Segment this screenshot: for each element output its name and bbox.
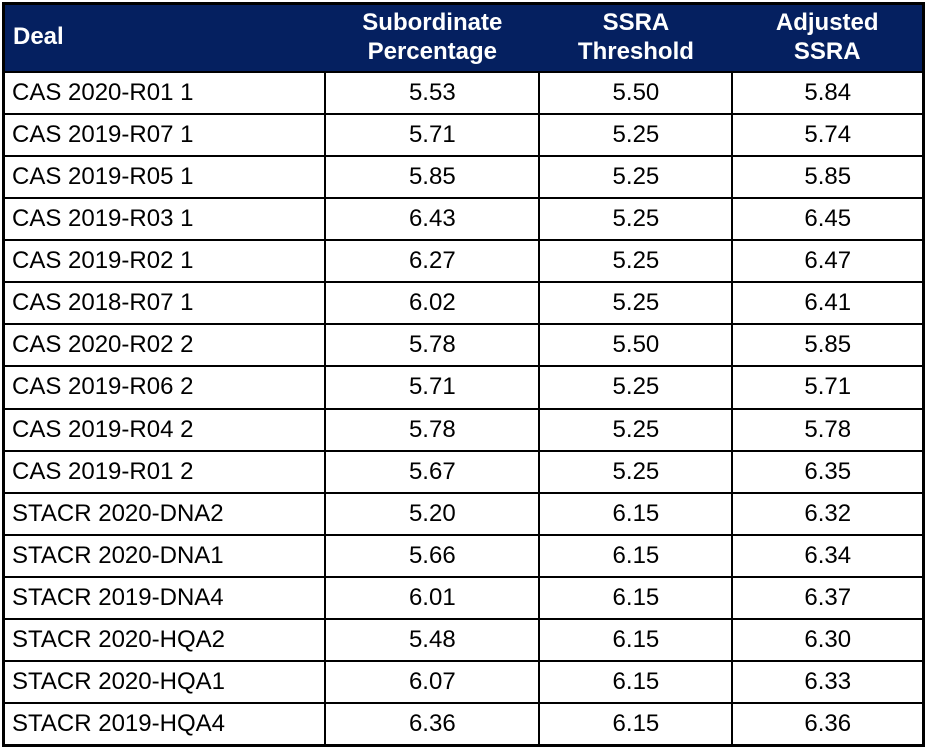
deal-name-cell: CAS 2018-R07 1	[2, 281, 327, 326]
deal-name-cell: STACR 2020-HQA1	[2, 660, 327, 705]
value-cell: 6.07	[324, 660, 541, 705]
value-cell: 6.41	[731, 281, 925, 326]
table-row: CAS 2019-R01 2 5.67 5.25 6.35	[2, 449, 925, 494]
value-cell: 6.27	[324, 238, 541, 284]
value-cell: 5.20	[324, 491, 541, 536]
column-header-deal: Deal	[3, 3, 326, 72]
value-cell: 5.71	[324, 365, 541, 410]
value-cell: 5.25	[538, 154, 734, 199]
table-row: STACR 2020-DNA2 5.20 6.15 6.32	[2, 491, 925, 536]
value-cell: 6.15	[538, 491, 734, 536]
value-cell: 5.85	[324, 154, 541, 199]
table-header: Deal Subordinate Percentage SSRA Thresho…	[3, 3, 924, 72]
table-row: STACR 2019-DNA4 6.01 6.15 6.37	[2, 575, 925, 621]
value-cell: 6.33	[731, 660, 925, 705]
value-cell: 6.36	[731, 702, 925, 747]
value-cell: 6.15	[538, 702, 734, 747]
value-cell: 5.67	[324, 449, 541, 494]
deal-name-cell: CAS 2019-R06 2	[2, 365, 327, 410]
deal-name-cell: CAS 2019-R01 2	[2, 449, 327, 494]
table-row: CAS 2019-R03 1 6.43 5.25 6.45	[2, 196, 925, 242]
value-cell: 5.25	[538, 407, 734, 452]
table-row: CAS 2019-R07 1 5.71 5.25 5.74	[2, 112, 925, 157]
value-cell: 5.25	[538, 238, 734, 284]
value-cell: 5.66	[324, 533, 541, 579]
value-cell: 5.71	[731, 365, 925, 410]
table-row: STACR 2020-DNA1 5.66 6.15 6.34	[2, 533, 925, 579]
value-cell: 5.48	[324, 618, 541, 663]
deal-name-cell: CAS 2019-R07 1	[2, 112, 327, 157]
value-cell: 6.37	[731, 575, 925, 621]
header-row: Deal Subordinate Percentage SSRA Thresho…	[3, 3, 924, 72]
value-cell: 6.30	[731, 618, 925, 663]
value-cell: 5.25	[538, 365, 734, 410]
table-row: STACR 2020-HQA2 5.48 6.15 6.30	[2, 618, 925, 663]
value-cell: 6.45	[731, 196, 925, 242]
value-cell: 6.32	[731, 491, 925, 536]
value-cell: 5.85	[731, 154, 925, 199]
table-row: CAS 2019-R04 2 5.78 5.25 5.78	[2, 407, 925, 452]
column-header-adjusted-ssra: Adjusted SSRA	[732, 3, 924, 72]
value-cell: 5.78	[731, 407, 925, 452]
deal-name-cell: STACR 2020-DNA2	[2, 491, 327, 536]
column-header-ssra-threshold: SSRA Threshold	[539, 3, 733, 72]
table-row: STACR 2019-HQA4 6.36 6.15 6.36	[2, 702, 925, 747]
value-cell: 5.53	[324, 70, 541, 115]
value-cell: 6.47	[731, 238, 925, 284]
value-cell: 6.34	[731, 533, 925, 579]
table-body: CAS 2020-R01 1 5.53 5.50 5.84 CAS 2019-R07 1…	[2, 70, 925, 747]
value-cell: 5.71	[324, 112, 541, 157]
value-cell: 6.15	[538, 660, 734, 705]
value-cell: 6.43	[324, 196, 541, 242]
value-cell: 5.85	[731, 323, 925, 368]
value-cell: 6.35	[731, 449, 925, 494]
value-cell: 5.25	[538, 449, 734, 494]
deal-name-cell: CAS 2020-R01 1	[2, 70, 327, 115]
value-cell: 5.84	[731, 70, 925, 115]
value-cell: 6.36	[324, 702, 541, 747]
table-row: CAS 2020-R01 1 5.53 5.50 5.84	[2, 70, 925, 115]
value-cell: 6.02	[324, 281, 541, 326]
table-row: CAS 2018-R07 1 6.02 5.25 6.41	[2, 281, 925, 326]
table-row: CAS 2019-R06 2 5.71 5.25 5.71	[2, 365, 925, 410]
value-cell: 5.25	[538, 281, 734, 326]
deal-name-cell: STACR 2019-HQA4	[2, 702, 327, 747]
value-cell: 5.74	[731, 112, 925, 157]
table-row: CAS 2019-R05 1 5.85 5.25 5.85	[2, 154, 925, 199]
value-cell: 5.25	[538, 112, 734, 157]
value-cell: 5.78	[324, 323, 541, 368]
value-cell: 6.01	[324, 575, 541, 621]
deal-name-cell: CAS 2020-R02 2	[2, 323, 327, 368]
deal-name-cell: STACR 2020-DNA1	[2, 533, 327, 579]
deal-name-cell: CAS 2019-R04 2	[2, 407, 327, 452]
deal-name-cell: CAS 2019-R03 1	[2, 196, 327, 242]
value-cell: 5.78	[324, 407, 541, 452]
value-cell: 6.15	[538, 618, 734, 663]
table-row: CAS 2019-R02 1 6.27 5.25 6.47	[2, 238, 925, 284]
deal-name-cell: STACR 2020-HQA2	[2, 618, 327, 663]
value-cell: 6.15	[538, 575, 734, 621]
deal-name-cell: STACR 2019-DNA4	[2, 575, 327, 621]
value-cell: 5.50	[538, 70, 734, 115]
value-cell: 6.15	[538, 533, 734, 579]
deal-name-cell: CAS 2019-R02 1	[2, 238, 327, 284]
value-cell: 5.25	[538, 196, 734, 242]
table-row: CAS 2020-R02 2 5.78 5.50 5.85	[2, 323, 925, 368]
table-row: STACR 2020-HQA1 6.07 6.15 6.33	[2, 660, 925, 705]
deal-name-cell: CAS 2019-R05 1	[2, 154, 327, 199]
column-header-subordinate-percentage: Subordinate Percentage	[325, 3, 540, 72]
value-cell: 5.50	[538, 323, 734, 368]
